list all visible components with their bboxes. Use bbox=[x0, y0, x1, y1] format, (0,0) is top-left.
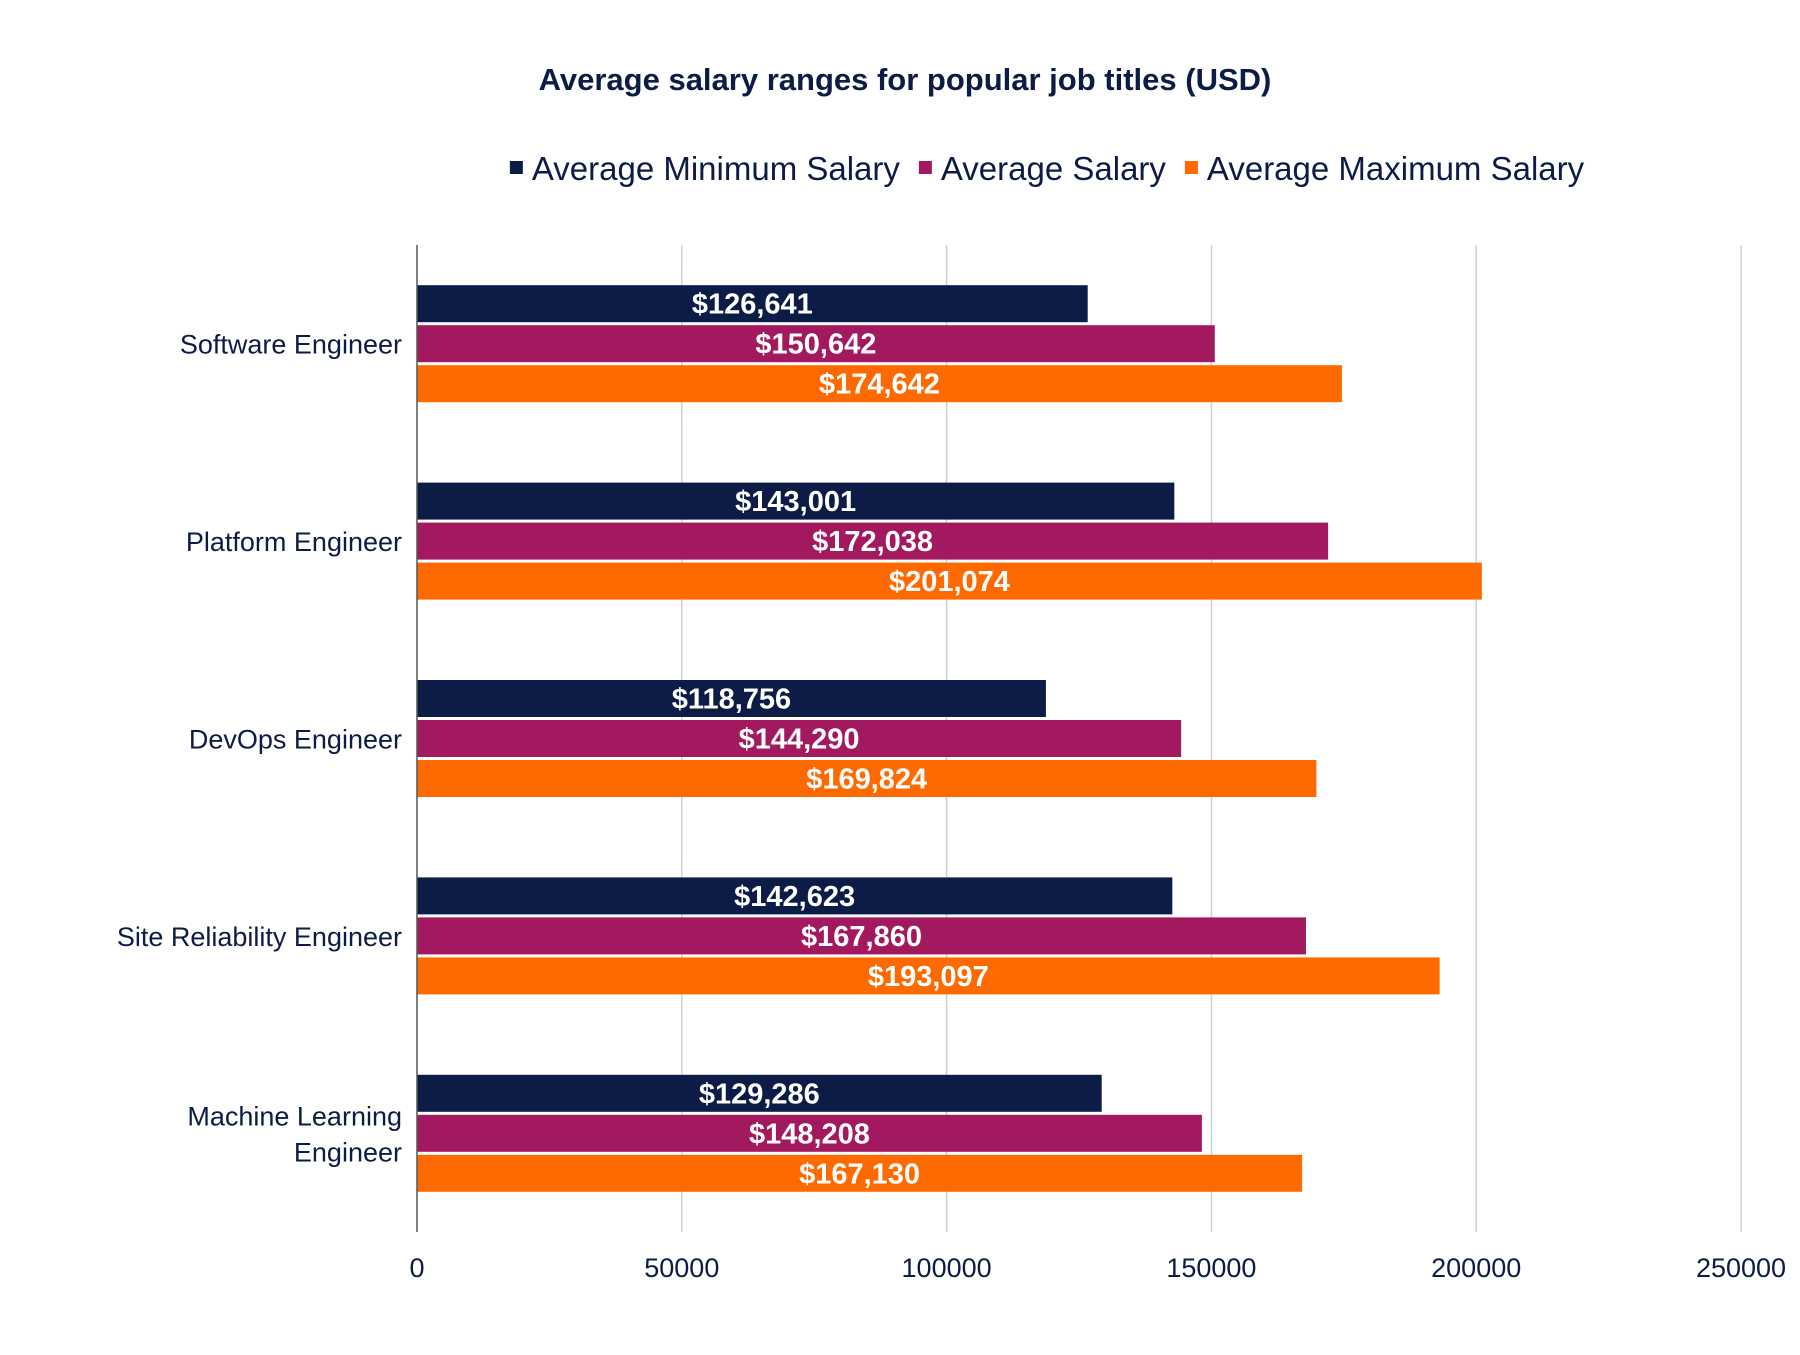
x-tick-label: 250000 bbox=[1696, 1253, 1786, 1283]
legend-label: Average Maximum Salary bbox=[1207, 150, 1585, 187]
bar-value-label: $118,756 bbox=[672, 684, 791, 716]
bar-average-salary bbox=[417, 917, 1306, 955]
gridlines bbox=[681, 245, 1742, 1232]
bars bbox=[417, 285, 1482, 1192]
legend-item: Average Salary bbox=[918, 150, 1167, 187]
bar-average-maximum-salary bbox=[417, 1154, 1303, 1192]
bar-average-minimum-salary bbox=[417, 482, 1175, 520]
chart-title: Average salary ranges for popular job ti… bbox=[539, 62, 1272, 97]
bar-average-maximum-salary bbox=[417, 562, 1482, 600]
x-tick-label: 100000 bbox=[902, 1253, 992, 1283]
category-label: Machine Learning bbox=[187, 1101, 402, 1131]
bar-average-salary bbox=[417, 325, 1215, 363]
bar-average-salary bbox=[417, 522, 1329, 560]
x-tick-labels: 0 50000 100000 150000 200000 250000 bbox=[409, 1253, 1786, 1283]
category-label: Site Reliability Engineer bbox=[117, 922, 402, 952]
bar-value-label: $174,642 bbox=[819, 369, 940, 401]
bar-average-minimum-salary bbox=[417, 680, 1046, 717]
bar-value-label: $126,641 bbox=[692, 289, 813, 321]
bar-value-label: $169,824 bbox=[806, 764, 927, 796]
x-tick-label: 150000 bbox=[1166, 1253, 1256, 1283]
bar-average-salary bbox=[417, 1114, 1202, 1152]
bar-average-minimum-salary bbox=[417, 877, 1173, 915]
x-tick-label: 0 bbox=[409, 1253, 424, 1283]
bar-value-label: $201,074 bbox=[889, 566, 1010, 598]
bar-average-minimum-salary bbox=[417, 1074, 1102, 1112]
bar-value-label: $150,642 bbox=[755, 329, 876, 361]
legend: Average Minimum Salary Average Salary Aver… bbox=[509, 150, 1585, 187]
bar-value-label: $148,208 bbox=[749, 1118, 870, 1150]
category-label: Platform Engineer bbox=[186, 527, 402, 557]
legend-swatch bbox=[509, 161, 523, 174]
bar-value-label: $193,097 bbox=[868, 961, 989, 993]
bar-value-label: $167,130 bbox=[799, 1158, 920, 1190]
category-label: Software Engineer bbox=[180, 330, 402, 360]
legend-label: Average Salary bbox=[941, 150, 1167, 187]
x-tick-label: 50000 bbox=[644, 1253, 719, 1283]
bar-value-label: $142,623 bbox=[734, 881, 855, 913]
legend-swatch bbox=[1184, 161, 1198, 174]
x-tick-label: 200000 bbox=[1431, 1253, 1521, 1283]
bar-value-label: $143,001 bbox=[735, 486, 856, 518]
category-labels: Software Engineer Platform Engineer DevOps… bbox=[117, 330, 402, 1168]
bar-value-label: $172,038 bbox=[812, 526, 933, 558]
legend-swatch bbox=[918, 161, 932, 174]
bar-average-salary bbox=[417, 720, 1182, 757]
bar-average-minimum-salary bbox=[417, 285, 1088, 323]
bar-value-label: $167,860 bbox=[801, 921, 922, 953]
bar-value-label: $144,290 bbox=[739, 724, 860, 756]
legend-label: Average Minimum Salary bbox=[532, 150, 901, 187]
bar-value-label: $129,286 bbox=[699, 1078, 820, 1110]
legend-item: Average Minimum Salary bbox=[509, 150, 901, 187]
bar-average-maximum-salary bbox=[417, 760, 1317, 797]
bar-average-maximum-salary bbox=[417, 365, 1342, 403]
legend-item: Average Maximum Salary bbox=[1184, 150, 1585, 187]
category-label: DevOps Engineer bbox=[189, 725, 402, 755]
category-label: Engineer bbox=[294, 1137, 402, 1167]
bar-average-maximum-salary bbox=[417, 957, 1440, 995]
bar-labels: $126,641 $150,642 $174,642 $143,001 $172,038… bbox=[672, 289, 1010, 1191]
